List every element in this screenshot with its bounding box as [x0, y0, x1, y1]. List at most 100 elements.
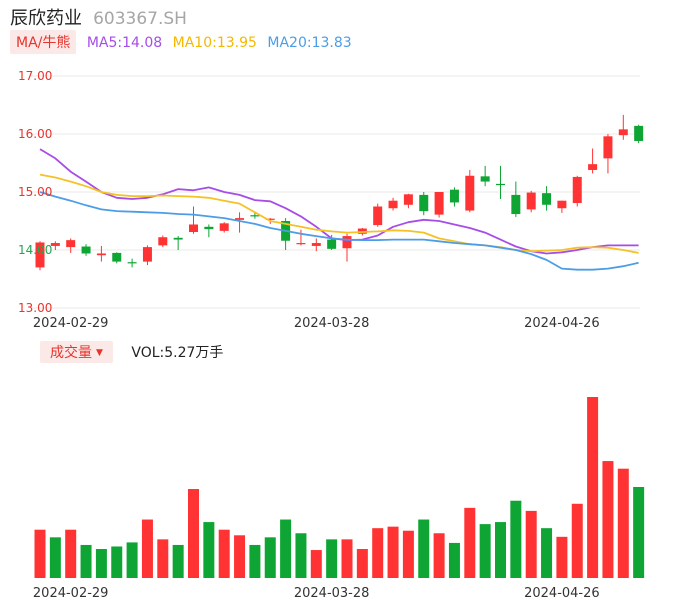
candle-body: [158, 237, 168, 246]
volume-bar: [80, 544, 92, 578]
candle-body: [342, 236, 352, 249]
candle-body: [327, 239, 337, 249]
volume-bar: [49, 537, 61, 578]
volume-indicator-dropdown[interactable]: 成交量 ▼: [40, 341, 113, 363]
volume-bar: [571, 503, 583, 578]
volume-bar: [326, 539, 338, 578]
candle-body: [449, 189, 459, 203]
candle-body: [496, 183, 505, 186]
candle-body: [204, 226, 214, 230]
volume-bar: [310, 550, 322, 578]
volume-bar: [464, 507, 476, 578]
candle-body: [465, 175, 475, 211]
volume-bar: [95, 549, 107, 578]
ma5-label: MA5:14.08: [86, 35, 163, 51]
volume-bar: [157, 539, 169, 578]
volume-bar: [188, 489, 199, 578]
ma-indicator-button[interactable]: MA/牛熊: [10, 30, 77, 54]
volume-bar: [111, 546, 123, 578]
ma20-line: [39, 191, 639, 271]
volume-value-label: VOL:5.27万手: [131, 345, 224, 361]
candle-body: [373, 206, 383, 226]
x-tick-label: 2024-03-28: [294, 316, 370, 331]
volume-bar: [372, 528, 384, 578]
volume-bar: [617, 468, 629, 578]
candle-body: [112, 252, 122, 262]
stock-name: 辰欣药业: [10, 8, 82, 29]
volume-bar: [587, 397, 599, 578]
volume-bar: [295, 533, 307, 578]
volume-bar: [172, 544, 184, 578]
stock-code: 603367.SH: [93, 9, 187, 29]
volume-bar: [510, 500, 522, 578]
y-tick-label: 15.00: [18, 185, 52, 199]
candle-body: [557, 200, 567, 209]
volume-bar: [448, 542, 460, 578]
volume-bar: [556, 536, 568, 578]
candle-body: [127, 262, 137, 264]
candle-body: [250, 215, 260, 217]
candle-body: [542, 193, 552, 205]
candle-body: [296, 243, 306, 245]
candle-body: [511, 194, 521, 215]
candle-body: [66, 240, 76, 248]
candle-body: [634, 125, 644, 141]
candle-body: [419, 194, 429, 212]
candle-body: [526, 192, 536, 210]
candle-body: [572, 176, 582, 204]
candle-body: [434, 192, 444, 215]
x-tick-label: 2024-04-26: [524, 586, 600, 601]
volume-indicator-label: 成交量: [50, 345, 92, 361]
y-tick-label: 14.00: [18, 243, 52, 257]
volume-bar: [341, 539, 353, 578]
candle-body: [96, 253, 106, 256]
candle-body: [588, 164, 598, 170]
stock-header: 辰欣药业 603367.SH: [10, 4, 187, 29]
candle-body: [388, 200, 398, 209]
caret-down-icon: ▼: [96, 348, 103, 358]
volume-bar: [387, 526, 399, 578]
candle-body: [265, 218, 275, 220]
volume-bar: [495, 522, 506, 578]
volume-bar: [541, 528, 553, 578]
candle-body: [173, 237, 183, 240]
volume-bar: [264, 537, 276, 578]
x-tick-label: 2024-03-28: [294, 586, 370, 601]
candle-body: [403, 194, 413, 205]
volume-bar: [525, 510, 537, 578]
volume-bar: [356, 549, 368, 578]
volume-bar: [218, 529, 230, 578]
ma-legend: MA/牛熊 MA5:14.08 MA10:13.95 MA20:13.83: [10, 30, 352, 54]
candle-body: [142, 247, 152, 262]
volume-bar: [280, 519, 292, 578]
volume-bar: [402, 530, 414, 578]
x-tick-label: 2024-04-26: [524, 316, 600, 331]
candle-body: [618, 129, 628, 136]
volume-legend: 成交量 ▼ VOL:5.27万手: [40, 341, 223, 363]
volume-bar: [633, 486, 645, 578]
candle-body: [219, 223, 229, 231]
y-tick-label: 16.00: [18, 127, 52, 141]
volume-bar: [234, 535, 246, 578]
volume-bar: [65, 529, 77, 578]
y-tick-label: 13.00: [18, 301, 52, 315]
volume-bar: [141, 519, 153, 578]
candle-body: [235, 218, 245, 220]
volume-date-axis-labels: 2024-02-29 2024-03-28 2024-04-26: [33, 586, 600, 601]
price-grid: [30, 75, 640, 309]
date-axis-labels: 2024-02-29 2024-03-28 2024-04-26: [33, 316, 600, 331]
ma20-label: MA20:13.83: [267, 35, 352, 51]
price-axis-labels: 17.00 16.00 15.00 14.00 13.00: [18, 69, 52, 315]
candle-body: [603, 136, 613, 159]
volume-bar: [126, 542, 138, 578]
volume-bar: [249, 544, 261, 578]
volume-bar: [34, 529, 46, 578]
volume-bar: [203, 522, 215, 578]
moving-average-lines: [39, 148, 639, 271]
ma10-line: [39, 173, 639, 254]
candle-body: [311, 243, 321, 246]
candle-body: [480, 176, 490, 182]
candle-body: [81, 246, 91, 254]
x-tick-label: 2024-02-29: [33, 586, 109, 601]
